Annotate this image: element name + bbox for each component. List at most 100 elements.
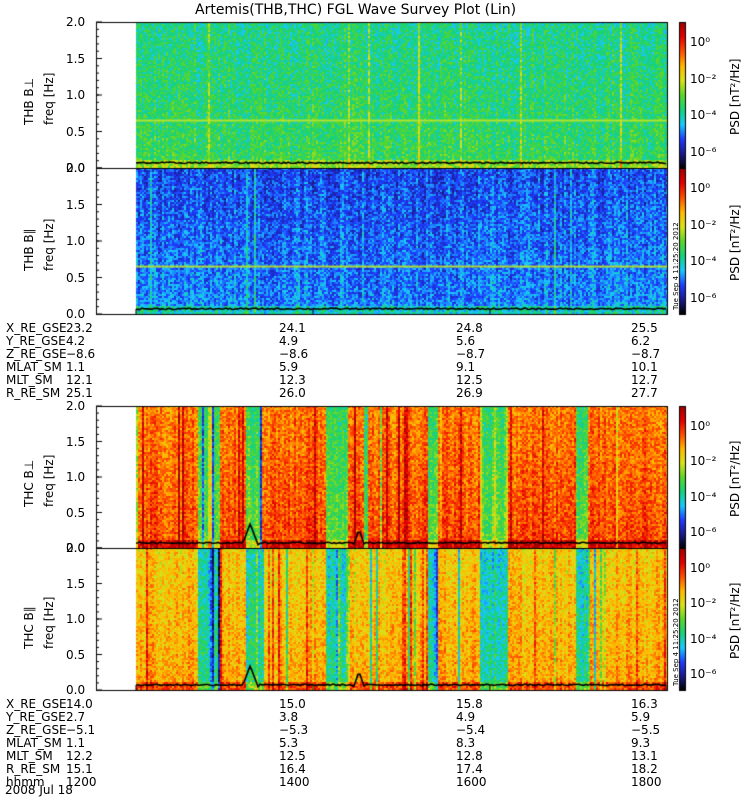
- y-tick-label: 0.5: [66, 270, 86, 285]
- colorbar-tick-label: 10⁻⁶: [690, 667, 717, 681]
- ephemeris-value: 23.2: [66, 321, 93, 335]
- ephemeris-value: 13.1: [631, 749, 658, 763]
- panel-label: THB B⊥: [22, 77, 36, 125]
- colorbar-tick-label: 10⁰: [690, 181, 711, 195]
- ephemeris-value: 1200: [66, 775, 97, 789]
- ephemeris-value: 12.8: [456, 749, 483, 763]
- plot-title: Artemis(THB,THC) FGL Wave Survey Plot (L…: [195, 2, 517, 18]
- y-tick-label: 1.0: [66, 470, 86, 484]
- timestamp: Tue Sep 4 11:25:20 2012: [672, 598, 680, 686]
- ephemeris-value: −5.1: [66, 723, 96, 737]
- ephemeris-label: Z_RE_GSE: [6, 347, 67, 361]
- y-tick-label: 0.0: [66, 161, 86, 175]
- colorbar-tick-label: 10⁻²: [690, 596, 717, 611]
- ephemeris-value: −8.6: [279, 347, 309, 361]
- colorbar-label: PSD [nT²/Hz]: [728, 58, 742, 135]
- colorbar-tick-label: 10⁰: [690, 35, 711, 49]
- ephemeris-value: 12.1: [66, 373, 93, 387]
- colorbar-tick-label: 10⁻⁴: [690, 489, 717, 504]
- ephemeris-value: 12.5: [456, 373, 483, 387]
- ephemeris-label: R_RE_SM: [6, 762, 61, 776]
- y-tick-label: 2.0: [66, 161, 86, 175]
- ephemeris-value: 1.1: [66, 736, 86, 750]
- date-label: 2008 Jul 18: [5, 783, 73, 797]
- y-tick-label: 1.5: [66, 51, 86, 66]
- ephemeris-value: 17.4: [456, 762, 483, 776]
- ephemeris-value: 1800: [631, 775, 662, 789]
- ephemeris-label: X_RE_GSE: [6, 697, 67, 711]
- ephemeris-value: 16.3: [631, 697, 658, 711]
- colorbar-tick-label: 10⁰: [690, 419, 711, 433]
- ephemeris-value: 14.0: [66, 697, 93, 711]
- ephemeris-value: −5.4: [456, 723, 486, 737]
- colorbar-tick-label: 10⁻²: [690, 217, 717, 232]
- colorbar-tick-label: 10⁻²: [690, 71, 717, 86]
- colorbar-tick-label: 10⁻⁶: [690, 145, 717, 159]
- timestamp: Tue Sep 4 11:25:20 2012: [672, 222, 680, 310]
- y-tick-label: 0.0: [66, 307, 86, 321]
- colorbar-tick-label: 10⁻²: [690, 454, 717, 469]
- y-tick-label: 1.0: [66, 88, 86, 102]
- ephemeris-value: 6.2: [631, 334, 651, 348]
- ephemeris-label: MLT_SM: [6, 749, 53, 763]
- colorbar-tick-label: 10⁻⁴: [690, 631, 717, 646]
- ephemeris-value: 4.9: [279, 334, 299, 348]
- ephemeris-label: Z_RE_GSE: [6, 723, 67, 737]
- y-axis-label: freq [Hz]: [42, 596, 56, 649]
- y-tick-label: 1.0: [66, 612, 86, 626]
- ephemeris-value: 26.0: [279, 386, 306, 400]
- y-axis-label: freq [Hz]: [42, 72, 56, 125]
- ephemeris-value: 15.8: [456, 697, 483, 711]
- ephemeris-value: 4.9: [456, 710, 476, 724]
- colorbar-tick-label: 10⁰: [690, 561, 711, 575]
- colorbar-tick-label: 10⁻⁴: [690, 254, 717, 269]
- ephemeris-value: 18.2: [631, 762, 658, 776]
- y-tick-label: 1.5: [66, 434, 86, 449]
- ephemeris-label: MLAT_SM: [6, 360, 62, 374]
- ephemeris-label: MLT_SM: [6, 373, 53, 387]
- ephemeris-value: 15.1: [66, 762, 93, 776]
- colorbar-label: PSD [nT²/Hz]: [728, 440, 742, 517]
- ephemeris-value: 1600: [456, 775, 487, 789]
- ephemeris-value: 5.9: [279, 360, 299, 374]
- ephemeris-value: 10.1: [631, 360, 658, 374]
- y-tick-label: 0.5: [66, 647, 86, 662]
- y-axis-label: freq [Hz]: [42, 454, 56, 507]
- y-axis-label: freq [Hz]: [42, 218, 56, 271]
- y-tick-label: 0.5: [66, 124, 86, 139]
- ephemeris-value: 3.8: [279, 710, 299, 724]
- ephemeris-value: 2.7: [66, 710, 86, 724]
- colorbar-tick-label: 10⁻⁶: [690, 525, 717, 539]
- ephemeris-value: −8.7: [456, 347, 486, 361]
- ephemeris-label: X_RE_GSE: [6, 321, 67, 335]
- ephemeris-value: 12.5: [279, 749, 306, 763]
- panel-label: THB B∥: [22, 228, 36, 271]
- ephemeris-value: 12.2: [66, 749, 93, 763]
- ephemeris-value: 9.1: [456, 360, 476, 374]
- colorbar-label: PSD [nT²/Hz]: [728, 204, 742, 281]
- ephemeris-value: 25.5: [631, 321, 658, 335]
- y-tick-label: 2.0: [66, 15, 86, 29]
- y-tick-label: 2.0: [66, 541, 86, 555]
- ephemeris-value: −5.5: [631, 723, 661, 737]
- ephemeris-value: −5.3: [279, 723, 309, 737]
- y-tick-label: 0.0: [66, 683, 86, 697]
- colorbar-tick-label: 10⁻⁴: [690, 108, 717, 123]
- ephemeris-value: 16.4: [279, 762, 306, 776]
- panel-label: THC B⊥: [22, 459, 36, 507]
- ephemeris-value: −8.6: [66, 347, 96, 361]
- y-tick-label: 0.5: [66, 505, 86, 520]
- y-tick-label: 1.0: [66, 234, 86, 248]
- ephemeris-value: 4.2: [66, 334, 86, 348]
- ephemeris-value: 24.8: [456, 321, 483, 335]
- colorbar-label: PSD [nT²/Hz]: [728, 582, 742, 659]
- ephemeris-value: 5.3: [279, 736, 299, 750]
- ephemeris-value: −8.7: [631, 347, 661, 361]
- ephemeris-label: R_RE_SM: [6, 386, 61, 400]
- ephemeris-value: 8.3: [456, 736, 476, 750]
- ephemeris-value: 27.7: [631, 386, 658, 400]
- ephemeris-value: 5.6: [456, 334, 476, 348]
- ephemeris-value: 24.1: [279, 321, 306, 335]
- ephemeris-value: 5.9: [631, 710, 651, 724]
